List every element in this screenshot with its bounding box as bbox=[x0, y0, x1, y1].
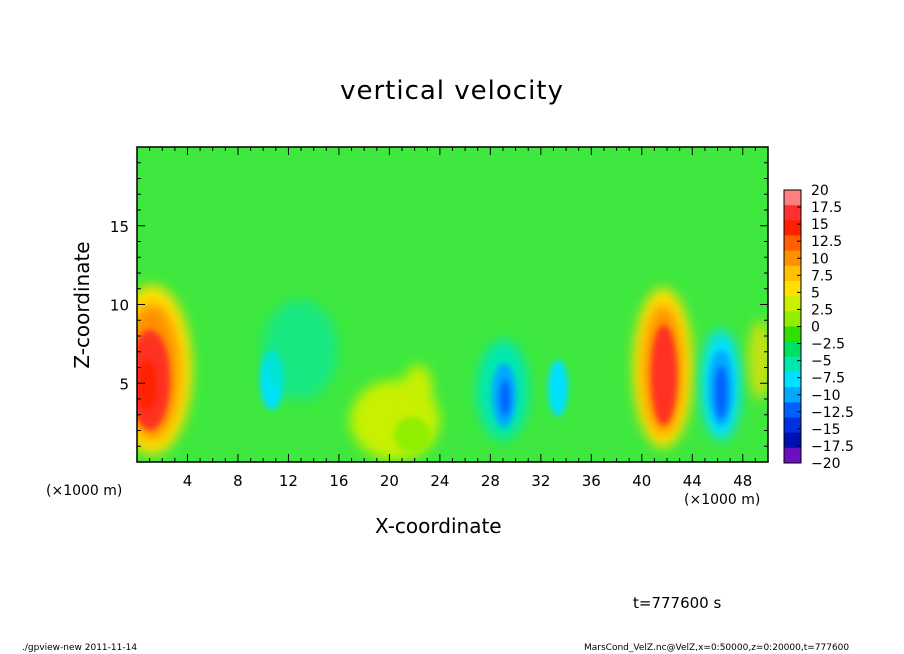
colorbar-label: −5 bbox=[811, 354, 832, 370]
downdraft-center bbox=[477, 340, 568, 440]
colorbar-label: 10 bbox=[811, 251, 829, 267]
x-tick-label: 28 bbox=[481, 472, 500, 490]
colorbar-label: −12.5 bbox=[811, 405, 854, 421]
x-tick-label: 20 bbox=[380, 472, 399, 490]
heatmap-features bbox=[137, 285, 768, 460]
x-unit-label-right: (×1000 m) bbox=[684, 492, 761, 508]
colorbar-label: 20 bbox=[811, 183, 829, 199]
colorbar-label: 17.5 bbox=[811, 200, 842, 216]
colorbar-label: 7.5 bbox=[811, 268, 833, 284]
x-tick-label: 32 bbox=[531, 472, 550, 490]
downdraft-right bbox=[701, 330, 741, 440]
x-tick-label: 48 bbox=[733, 472, 752, 490]
time-annotation: t=777600 s bbox=[633, 594, 722, 612]
colorbar-swatch bbox=[784, 296, 801, 312]
footer-program-info: ./gpview-new 2011-11-14 bbox=[22, 643, 138, 653]
plume-right bbox=[633, 288, 693, 448]
colorbar-swatch bbox=[784, 190, 801, 206]
x-unit-label-left: (×1000 m) bbox=[46, 483, 123, 499]
colorbar-swatch bbox=[784, 341, 801, 358]
colorbar-swatch bbox=[784, 205, 801, 221]
x-tick-label: 16 bbox=[329, 472, 348, 490]
colorbar-label: 15 bbox=[811, 217, 829, 233]
colorbar-label: −20 bbox=[811, 456, 841, 472]
updraft-center bbox=[350, 365, 440, 460]
colorbar-swatch bbox=[784, 447, 801, 464]
y-tick-label: 10 bbox=[110, 297, 129, 315]
colorbar-swatch bbox=[784, 326, 801, 343]
plume-left bbox=[137, 285, 192, 455]
x-tick-label: 4 bbox=[183, 472, 193, 490]
colorbar-swatch bbox=[784, 250, 801, 267]
colorbar-swatch bbox=[784, 387, 801, 403]
downdraft-left bbox=[260, 300, 338, 410]
colorbar-label: −17.5 bbox=[811, 439, 854, 455]
colorbar-swatch bbox=[784, 402, 801, 418]
x-axis-ticks: 4 8 12 16 20 24 28 32 36 40 44 48 bbox=[149, 147, 756, 490]
colorbar-label: 5 bbox=[811, 285, 820, 301]
chart-title: vertical velocity bbox=[340, 76, 564, 106]
colorbar-swatch bbox=[784, 417, 801, 434]
x-axis-label: X-coordinate bbox=[375, 514, 502, 538]
colorbar-swatch bbox=[784, 432, 801, 449]
colorbar-swatch bbox=[784, 235, 801, 252]
colorbar-label: −10 bbox=[811, 388, 841, 404]
colorbar-label: 0 bbox=[811, 320, 820, 336]
colorbar-label: −7.5 bbox=[811, 371, 845, 387]
x-tick-label: 44 bbox=[683, 472, 702, 490]
colorbar-swatch bbox=[784, 311, 801, 327]
colorbar-swatch bbox=[784, 356, 801, 373]
x-tick-label: 8 bbox=[233, 472, 243, 490]
y-axis-label: Z-coordinate bbox=[70, 241, 94, 369]
colorbar-swatch bbox=[784, 220, 801, 236]
colorbar-label: 12.5 bbox=[811, 234, 842, 250]
colorbar-swatch bbox=[784, 281, 801, 297]
x-tick-label: 12 bbox=[279, 472, 298, 490]
colorbar-label: −15 bbox=[811, 422, 841, 438]
footer-data-info: MarsCond_VelZ.nc@VelZ,x=0:50000,z=0:2000… bbox=[584, 643, 850, 653]
y-axis-ticks: 5 10 15 bbox=[110, 162, 768, 447]
colorbar-swatch bbox=[784, 372, 801, 388]
x-tick-label: 24 bbox=[430, 472, 449, 490]
colorbar-label: −2.5 bbox=[811, 337, 845, 353]
y-tick-label: 5 bbox=[119, 375, 129, 393]
y-tick-label: 15 bbox=[110, 218, 129, 236]
colorbar-label: 2.5 bbox=[811, 302, 833, 318]
x-tick-label: 40 bbox=[632, 472, 651, 490]
colorbar-swatch bbox=[784, 265, 801, 282]
x-tick-label: 36 bbox=[582, 472, 601, 490]
